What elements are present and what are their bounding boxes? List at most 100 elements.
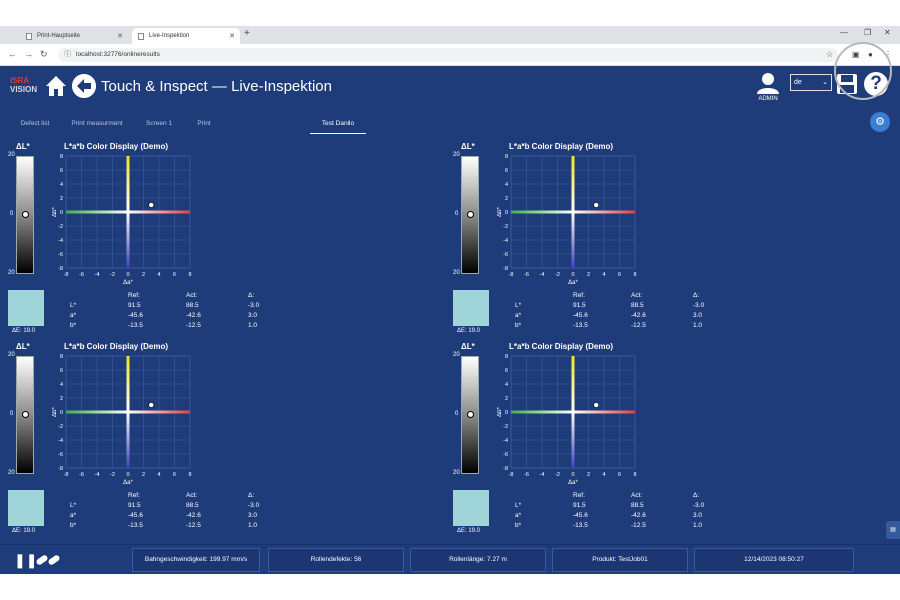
x-tick-label: -6 [79,272,84,278]
header-ref: Ref: [573,292,585,299]
side-panel-tab[interactable]: ▤ [886,521,900,539]
x-axis-label: Δa* [123,480,133,486]
row-label: b* [515,522,522,529]
info-icon[interactable]: ⓘ [64,51,71,58]
window-close-icon[interactable]: ✕ [884,28,891,37]
header-act: Act: [631,492,643,499]
profile-icon[interactable]: ● [868,50,873,59]
home-icon[interactable] [44,74,68,98]
bandage-icon[interactable] [34,551,62,569]
browser-tab-print-hauptseite[interactable]: Print-Hauptseite ✕ [20,28,128,44]
user-account[interactable]: ADMIN [754,72,782,102]
row-delta: -3.0 [693,302,705,309]
row-ref: 91.5 [128,502,141,509]
x-tick-label: -4 [95,472,100,478]
bookmark-star-icon[interactable]: ☆ [826,50,834,59]
x-tick-label: -8 [509,272,514,278]
x-tick-label: -2 [555,472,560,478]
row-act: -12.5 [186,522,201,529]
row-delta: 1.0 [248,522,258,529]
logo-text-top: ISRA [10,76,30,85]
row-label: a* [70,512,77,519]
table-row: L* 91.5 88.5 -3.0 [505,502,725,512]
row-act: -12.5 [631,522,646,529]
scale-bottom-label: 20 [8,270,15,276]
row-act: 88.5 [186,302,199,309]
minimize-icon[interactable]: — [840,28,848,37]
row-act: 88.5 [631,502,644,509]
delta-e-label: ΔE: 19.0 [12,528,36,534]
delta-l-gradient-bar [461,356,479,474]
x-tick-label: 6 [618,272,621,278]
url-field[interactable]: ⓘ localhost:32776/onlineresults [58,48,838,62]
row-label: L* [515,302,522,309]
browser-tab-live-inspektion[interactable]: Live-Inspektion ✕ [132,28,240,44]
x-tick-label: 8 [188,272,191,278]
header-ref: Ref: [128,492,140,499]
reload-icon[interactable]: ↻ [40,49,48,59]
logo-text-bottom: VISION [10,85,38,94]
scale-mid-label: 0 [455,411,459,417]
x-tick-label: 8 [633,472,636,478]
isra-vision-logo: ISRA VISION [10,76,37,94]
save-disk-icon[interactable] [836,73,858,95]
row-ref: 91.5 [573,302,586,309]
x-tick-label: 4 [602,472,605,478]
tab-print-measurment[interactable]: Print measurment [71,120,123,127]
y-axis-label: Δb* [52,406,58,416]
row-ref: -13.5 [128,522,143,529]
close-icon[interactable]: ✕ [117,33,123,40]
app-header: ISRA VISION Touch & Inspect — Live-Inspe… [0,42,900,108]
menu-icon[interactable]: ⋮ [884,50,892,59]
status-roll-length: Rollenlänge: 7.27 m [410,548,546,572]
row-label: a* [515,512,522,519]
back-arrow-icon[interactable]: ← [8,49,17,59]
delta-l-marker [467,211,474,218]
tab-test-danilo[interactable]: Test Danilo [310,114,366,134]
x-tick-label: -8 [64,472,69,478]
help-button[interactable]: ? [864,72,888,96]
close-icon[interactable]: ✕ [229,33,235,40]
y-tick-label: 6 [60,168,63,174]
tab-defect-list[interactable]: Defect list [20,120,50,127]
tab-screen-1[interactable]: Screen 1 [145,120,173,127]
x-tick-label: 6 [173,472,176,478]
y-tick-label: 0 [505,410,508,416]
status-product: Produkt: TestJob01 [552,548,688,572]
y-tick-label: -6 [503,452,508,458]
y-tick-label: -6 [58,452,63,458]
scale-top-label: 20 [8,352,15,358]
new-tab-icon[interactable]: + [244,28,250,39]
row-label: a* [515,312,522,319]
browser-tab-label: Print-Hauptseite [37,33,81,39]
x-tick-label: 0 [126,272,129,278]
x-tick-label: 8 [633,272,636,278]
scale-top-label: 20 [453,352,460,358]
settings-gear-icon[interactable]: ⚙ [870,112,890,132]
row-label: a* [70,312,77,319]
y-tick-label: 2 [60,396,63,402]
delta-e-label: ΔE: 19.0 [12,328,36,334]
y-tick-label: -2 [58,424,63,430]
page-icon [138,32,144,40]
y-tick-label: 6 [60,368,63,374]
y-tick-label: 8 [60,154,63,160]
row-delta: 3.0 [248,312,258,319]
data-point [148,202,155,208]
x-tick-label: -4 [540,272,545,278]
extensions-icon[interactable]: ▣ [852,50,860,59]
restore-icon[interactable]: ❐ [864,28,872,37]
language-select[interactable]: de ⌄ [790,74,832,91]
page-icon [26,32,32,40]
x-tick-label: -6 [524,272,529,278]
back-arrow-icon[interactable] [72,74,96,98]
pause-icon[interactable]: ❚❚ [14,552,38,568]
lab-values-table: Ref: Act: Δ: L* 91.5 88.5 -3.0 a* -45.6 … [505,492,725,532]
tab-print[interactable]: Print [197,120,211,127]
delta-l-title: ΔL* [461,342,475,351]
forward-arrow-icon[interactable]: → [24,49,33,59]
lab-chart-title: L*a*b Color Display (Demo) [64,142,169,151]
table-row: L* 91.5 88.5 -3.0 [505,302,725,312]
y-tick-label: 4 [60,182,63,188]
status-speed: Bahngeschwindigkeit: 199.97 mm/s [132,548,260,572]
